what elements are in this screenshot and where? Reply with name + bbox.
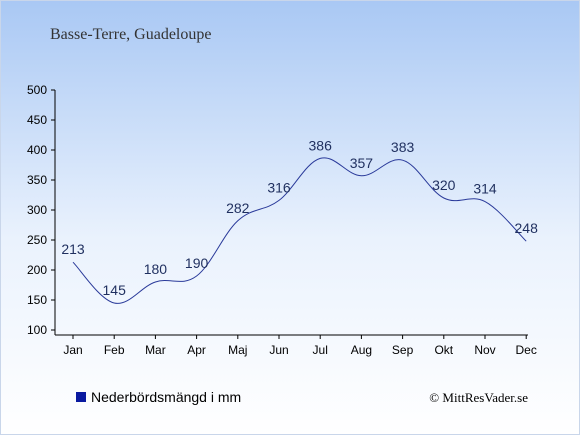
legend-marker bbox=[76, 392, 86, 402]
y-tick-label: 450 bbox=[27, 113, 47, 127]
data-label: 314 bbox=[473, 181, 497, 197]
data-label: 383 bbox=[391, 139, 415, 155]
data-label: 145 bbox=[103, 282, 127, 298]
x-tick-label: Sep bbox=[392, 343, 414, 357]
y-tick-label: 300 bbox=[27, 203, 47, 217]
x-tick-label: Jun bbox=[269, 343, 288, 357]
axes bbox=[51, 89, 528, 339]
data-label: 248 bbox=[515, 220, 539, 236]
x-tick-label: Maj bbox=[228, 343, 247, 357]
x-tick-label: Dec bbox=[516, 343, 537, 357]
y-tick-label: 400 bbox=[27, 143, 47, 157]
chart-title: Basse-Terre, Guadeloupe bbox=[50, 26, 211, 43]
x-tick-label: Feb bbox=[104, 343, 125, 357]
x-tick-label: Nov bbox=[474, 343, 495, 357]
x-tick-label: Apr bbox=[187, 343, 206, 357]
y-tick-label: 250 bbox=[27, 233, 47, 247]
x-tick-label: Okt bbox=[434, 343, 453, 357]
legend-label: Nederbördsmängd i mm bbox=[91, 389, 241, 405]
data-label: 386 bbox=[309, 137, 333, 153]
credit-text: © MittResVader.se bbox=[429, 390, 528, 405]
data-label: 180 bbox=[144, 261, 168, 277]
y-tick-label: 200 bbox=[27, 263, 47, 277]
y-tick-label: 100 bbox=[27, 323, 47, 337]
x-tick-labels: Jan Feb Mar Apr Maj Jun Jul Aug Sep Okt Nov Dec bbox=[63, 343, 537, 357]
series-line-nederbord bbox=[72, 157, 527, 304]
data-label: 282 bbox=[226, 200, 250, 216]
data-label: 316 bbox=[267, 179, 291, 195]
x-tick-label: Jul bbox=[313, 343, 328, 357]
x-tick-label: Jan bbox=[63, 343, 82, 357]
y-tick-label: 350 bbox=[27, 173, 47, 187]
data-label: 357 bbox=[350, 155, 374, 171]
data-label: 320 bbox=[432, 177, 456, 193]
data-label: 190 bbox=[185, 255, 209, 271]
y-tick-label: 150 bbox=[27, 293, 47, 307]
y-tick-labels: 500 450 400 350 300 250 200 150 100 bbox=[27, 83, 47, 337]
y-tick-label: 500 bbox=[27, 83, 47, 97]
x-tick-label: Mar bbox=[145, 343, 166, 357]
data-label: 213 bbox=[61, 241, 85, 257]
x-tick-label: Aug bbox=[351, 343, 372, 357]
data-labels: 213 145 180 190 282 316 386 357 383 320 314 248 bbox=[61, 137, 538, 298]
